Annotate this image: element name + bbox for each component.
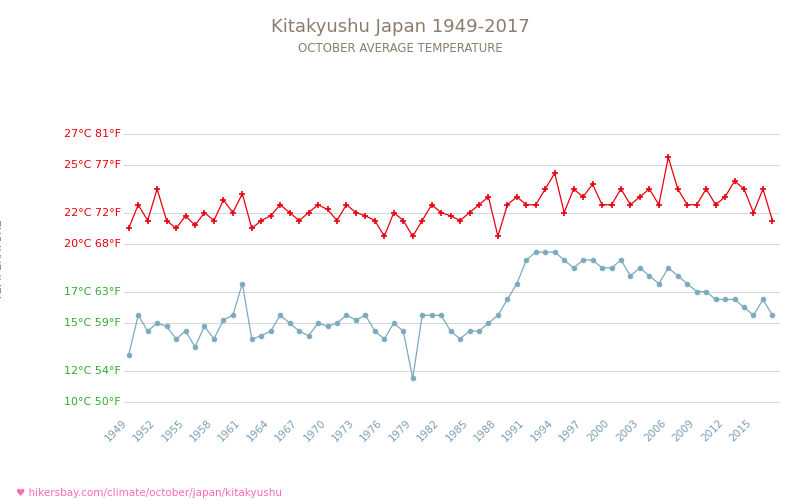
Text: Kitakyushu Japan 1949-2017: Kitakyushu Japan 1949-2017 — [270, 18, 530, 36]
Text: OCTOBER AVERAGE TEMPERATURE: OCTOBER AVERAGE TEMPERATURE — [298, 42, 502, 56]
Legend: NIGHT, DAY: NIGHT, DAY — [381, 496, 523, 500]
Text: 25°C 77°F: 25°C 77°F — [64, 160, 121, 170]
Text: ♥ hikersbay.com/climate/october/japan/kitakyushu: ♥ hikersbay.com/climate/october/japan/ki… — [16, 488, 282, 498]
Text: 20°C 68°F: 20°C 68°F — [64, 239, 121, 249]
Text: 27°C 81°F: 27°C 81°F — [64, 128, 121, 138]
Text: 15°C 59°F: 15°C 59°F — [64, 318, 121, 328]
Text: 22°C 72°F: 22°C 72°F — [63, 208, 121, 218]
Text: 12°C 54°F: 12°C 54°F — [64, 366, 121, 376]
Text: TEMPERATURE: TEMPERATURE — [0, 220, 4, 300]
Text: 10°C 50°F: 10°C 50°F — [64, 397, 121, 407]
Text: 17°C 63°F: 17°C 63°F — [64, 286, 121, 296]
